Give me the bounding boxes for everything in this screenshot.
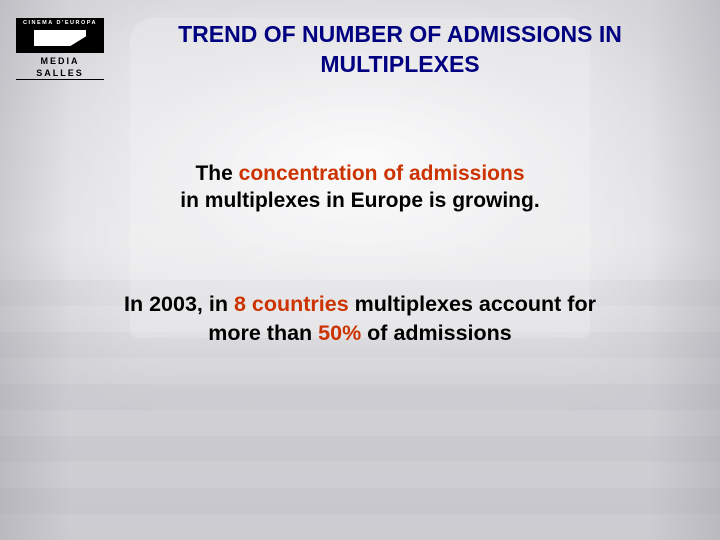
logo-top-box: CINEMA D'EUROPA [16,18,104,52]
p1-pre: The [195,162,238,185]
logo-bottom-text: MEDIA SALLES [16,52,104,80]
paragraph-2: In 2003, in 8 countries multiplexes acco… [0,290,720,348]
p2-hl2: 50% [318,321,361,345]
p2-pre: In 2003, in [124,292,234,316]
logo-media-salles: CINEMA D'EUROPA MEDIA SALLES [16,18,104,80]
p2-l2post: of admissions [361,321,512,345]
paragraph-1: The concentration of admissions in multi… [0,160,720,215]
logo-brand-text: CINEMA D'EUROPA [16,20,104,26]
p1-highlight: concentration of admissions [239,162,525,185]
slide-title: TREND OF NUMBER OF ADMISSIONS IN MULTIPL… [120,20,680,80]
slide: CINEMA D'EUROPA MEDIA SALLES TREND OF NU… [0,0,720,540]
p1-line2: in multiplexes in Europe is growing. [180,189,539,212]
title-line2: MULTIPLEXES [320,51,479,77]
p2-hl1: 8 countries [234,292,349,316]
p2-l2pre: more than [208,321,318,345]
logo-projector-icon [34,30,86,46]
p2-mid: multiplexes account for [349,292,596,316]
title-line1: TREND OF NUMBER OF ADMISSIONS IN [178,21,622,47]
